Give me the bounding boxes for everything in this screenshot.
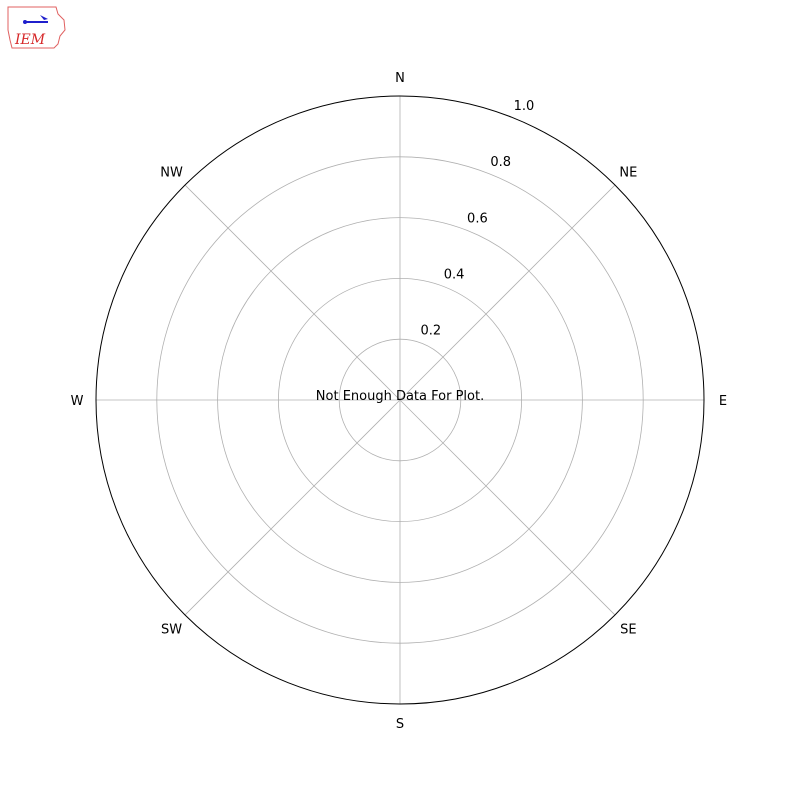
spoke-nw	[184, 184, 401, 401]
direction-label-ne: NE	[619, 166, 637, 181]
radial-tick-label: 0.4	[444, 268, 465, 283]
ring-0.4	[277, 277, 522, 522]
radial-tick-label: 0.6	[467, 211, 488, 226]
ring-0.8	[156, 156, 644, 644]
direction-label-sw: SW	[161, 622, 182, 637]
radial-tick-label: 0.2	[421, 324, 442, 339]
radial-tick-label: 0.8	[490, 155, 511, 170]
iowa-outline-icon	[7, 6, 66, 49]
polar-grid	[95, 95, 705, 705]
direction-label-w: W	[71, 394, 84, 409]
ring-0.2	[338, 338, 462, 462]
logo-text: IEM	[14, 32, 46, 48]
no-data-message: Not Enough Data For Plot.	[316, 389, 484, 404]
polar-frame	[95, 95, 705, 705]
direction-label-n: N	[395, 71, 405, 86]
ring-0.6	[217, 217, 583, 583]
spoke-se	[399, 399, 616, 616]
logo-flag	[40, 15, 48, 20]
logo-dot	[23, 20, 27, 24]
spoke-ne	[399, 184, 616, 401]
direction-label-se: SE	[620, 622, 636, 637]
direction-label-e: E	[719, 394, 727, 409]
radial-tick-label: 1.0	[514, 99, 535, 114]
direction-label-nw: NW	[160, 166, 183, 181]
polar-labels: N NE E SE S SW W NW 0.2 0.4 0.6 0.8 1.0	[71, 71, 728, 732]
direction-label-s: S	[396, 717, 404, 732]
iem-logo: IEM	[7, 6, 66, 49]
spoke-sw	[184, 399, 401, 616]
